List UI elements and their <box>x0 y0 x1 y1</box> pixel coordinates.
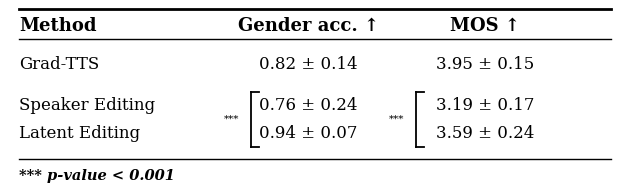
Text: MOS ↑: MOS ↑ <box>450 17 520 35</box>
Text: *** p-value < 0.001: *** p-value < 0.001 <box>19 169 175 183</box>
Text: ***: *** <box>224 115 239 124</box>
Text: Gender acc. ↑: Gender acc. ↑ <box>238 17 379 35</box>
Text: 0.76 ± 0.24: 0.76 ± 0.24 <box>260 97 358 114</box>
Text: 3.59 ± 0.24: 3.59 ± 0.24 <box>436 125 534 142</box>
Text: 0.94 ± 0.07: 0.94 ± 0.07 <box>260 125 358 142</box>
Text: 3.19 ± 0.17: 3.19 ± 0.17 <box>436 97 534 114</box>
Text: Method: Method <box>19 17 96 35</box>
Text: Speaker Editing: Speaker Editing <box>19 97 155 114</box>
Text: Latent Editing: Latent Editing <box>19 125 140 142</box>
Text: 0.82 ± 0.14: 0.82 ± 0.14 <box>260 56 358 73</box>
Text: Grad-TTS: Grad-TTS <box>19 56 99 73</box>
Text: 3.95 ± 0.15: 3.95 ± 0.15 <box>436 56 534 73</box>
Text: ***: *** <box>389 115 404 124</box>
